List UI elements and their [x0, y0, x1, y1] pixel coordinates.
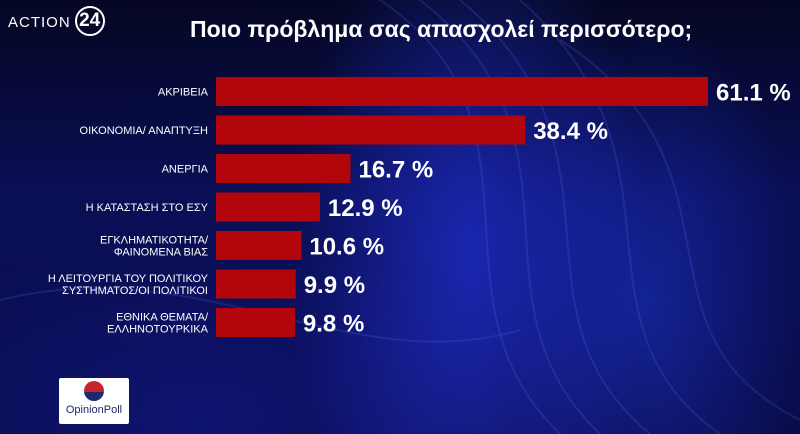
bar-2	[216, 154, 351, 183]
opinion-poll-name: OpinionPoll	[65, 404, 123, 416]
value-label-3: 12.9 %	[328, 195, 403, 222]
opinion-poll-logo: OpinionPoll	[59, 378, 129, 424]
value-label-2: 16.7 %	[358, 157, 433, 184]
category-label-3: Η ΚΑΤΑΣΤΑΣΗ ΣΤΟ ΕΣΥ	[86, 202, 209, 214]
category-label-1: ΟΙΚΟΝΟΜΙΑ/ ΑΝΑΠΤΥΞΗ	[80, 125, 208, 137]
value-label-0: 61.1 %	[716, 80, 791, 107]
brand-number: 24	[74, 6, 105, 36]
bar-3	[216, 192, 320, 222]
value-label-5: 9.9 %	[304, 272, 365, 299]
chart-title: Ποιο πρόβλημα σας απασχολεί περισσότερο;	[190, 16, 693, 42]
category-label-6: ΕΘΝΙΚΑ ΘΕΜΑΤΑ/ΕΛΛΗΝΟΤΟΥΡΚΙΚΑ	[107, 312, 209, 336]
action24-logo: ACTION 24	[8, 6, 105, 38]
bar-6	[216, 308, 295, 337]
bar-5	[216, 269, 296, 299]
category-label-0: ΑΚΡΙΒΕΙΑ	[158, 87, 209, 99]
bar-0	[216, 77, 708, 106]
category-label-2: ΑΝΕΡΓΙΑ	[162, 164, 209, 176]
opinion-poll-mark-icon	[84, 381, 104, 401]
value-label-4: 10.6 %	[309, 234, 384, 261]
bar-4	[216, 231, 302, 260]
value-label-6: 9.8 %	[303, 311, 364, 338]
category-label-4: ΕΓΚΛΗΜΑΤΙΚΟΤΗΤΑ/ΦΑΙΝΟΜΕΝΑ ΒΙΑΣ	[100, 235, 209, 259]
bar-1	[216, 115, 526, 145]
value-label-1: 38.4 %	[533, 118, 608, 145]
category-label-5: Η ΛΕΙΤΟΥΡΓΙΑ ΤΟΥ ΠΟΛΙΤΙΚΟΥ ΣΥΣΤΗΜΑΤΟΣ/ΟΙ …	[48, 273, 209, 297]
brand-name: ACTION	[8, 13, 71, 31]
